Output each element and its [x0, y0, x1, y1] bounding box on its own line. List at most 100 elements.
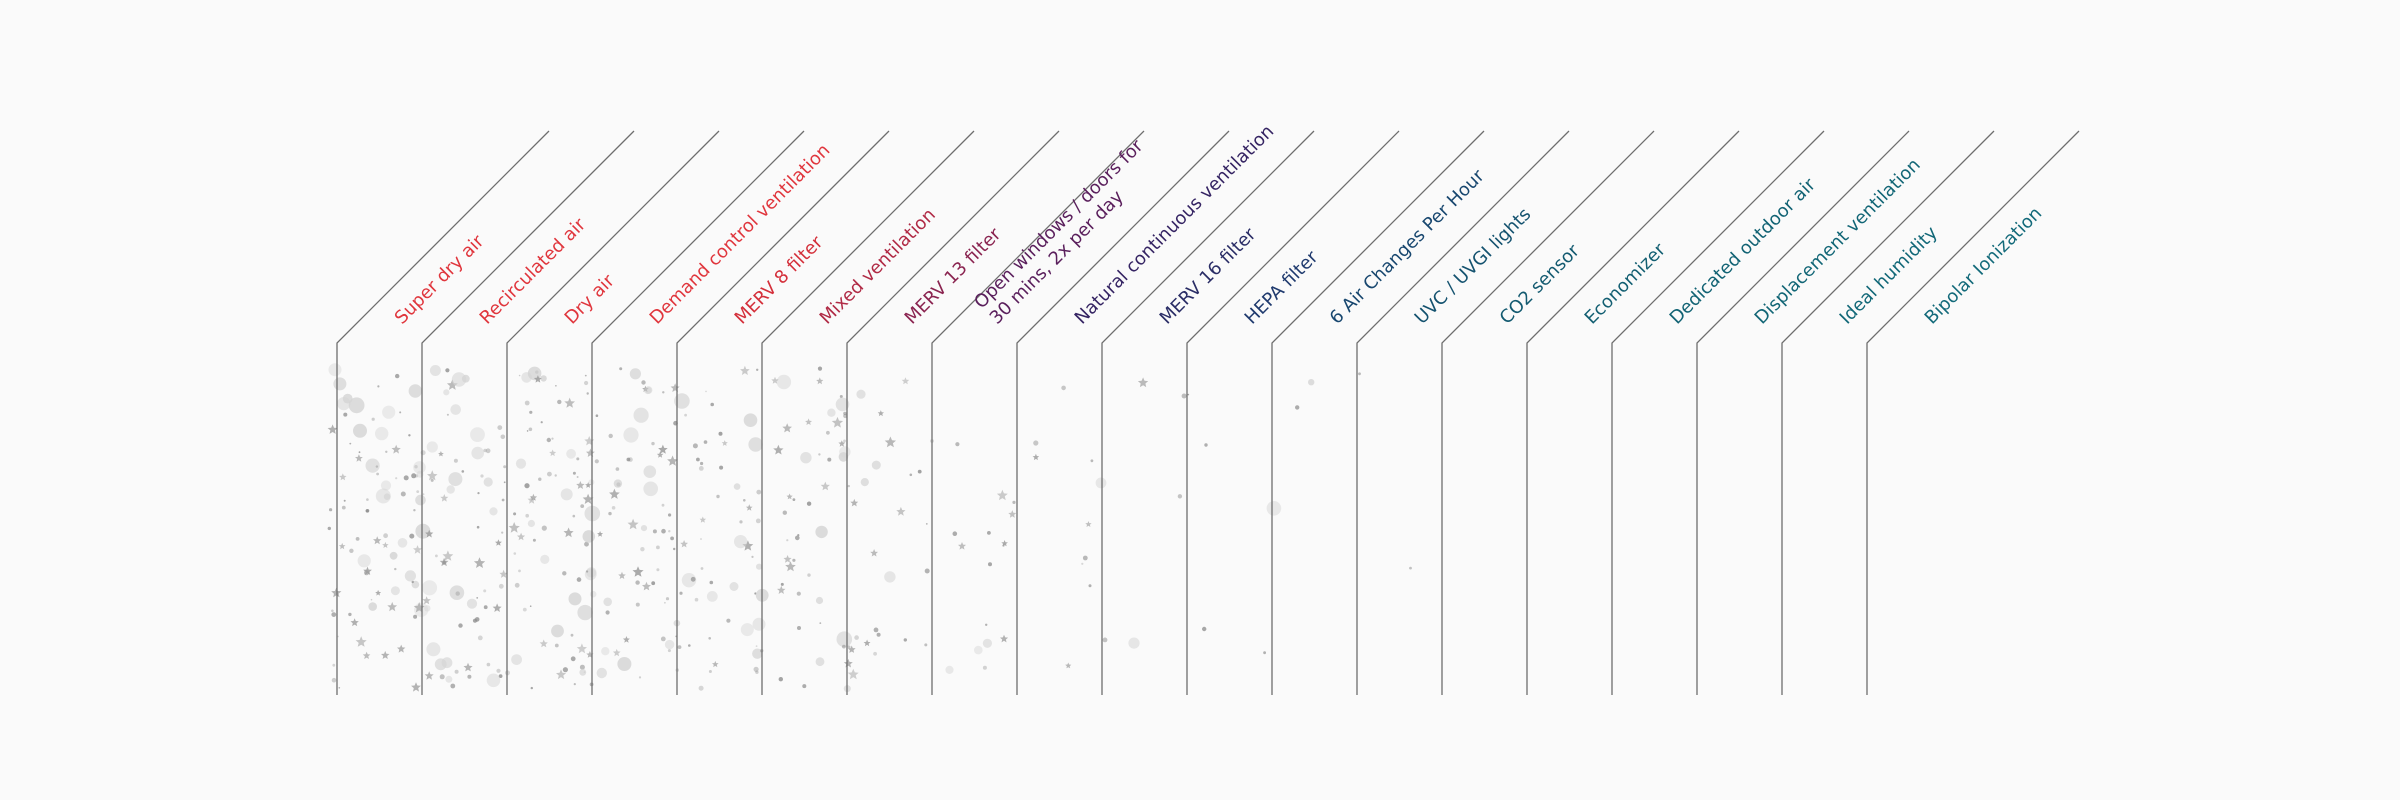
particle: [708, 637, 711, 640]
particle: [338, 687, 341, 689]
particle: [408, 434, 411, 437]
particle: [450, 683, 456, 689]
particle: [395, 477, 398, 480]
particle: [896, 506, 906, 516]
particle: [408, 384, 422, 398]
particle: [876, 632, 881, 637]
particle: [409, 533, 415, 539]
particle: [540, 554, 550, 565]
particle: [455, 591, 460, 596]
particle: [656, 568, 660, 572]
label-open-windows-doors-for-30-mins-2x-per-day: Open windows / doors for30 mins, 2x per …: [970, 135, 1163, 328]
particle: [611, 506, 616, 510]
particle: [716, 494, 720, 499]
particle: [633, 407, 649, 423]
particle: [820, 481, 830, 491]
particle: [792, 558, 796, 562]
particle: [718, 431, 723, 436]
particle: [1295, 405, 1300, 410]
particle: [815, 525, 828, 539]
particle: [955, 442, 960, 447]
particle: [430, 478, 434, 482]
particle: [952, 531, 958, 536]
particle: [617, 657, 632, 671]
particle: [503, 465, 507, 469]
particle: [562, 667, 569, 673]
particle: [586, 392, 589, 395]
particle: [554, 474, 557, 477]
particle: [539, 639, 548, 648]
particle: [376, 472, 379, 476]
particle: [773, 444, 784, 455]
particle: [572, 471, 576, 475]
particle: [579, 668, 587, 676]
particle: [382, 541, 389, 548]
particle: [546, 437, 551, 443]
particle: [619, 367, 623, 371]
particle: [331, 612, 337, 617]
particle: [391, 444, 401, 454]
particle: [1012, 500, 1016, 504]
particle: [355, 636, 367, 647]
particle: [1128, 637, 1140, 649]
particle: [635, 602, 640, 607]
particle: [815, 596, 824, 605]
particle: [501, 531, 504, 534]
particle: [719, 465, 724, 470]
particle: [656, 545, 660, 550]
particle: [651, 441, 655, 446]
particle: [532, 538, 536, 542]
particle: [612, 648, 621, 657]
particle: [471, 446, 485, 460]
particle: [576, 577, 582, 582]
particle: [756, 489, 762, 495]
particle: [739, 520, 743, 524]
particle: [782, 423, 792, 433]
column-divider-8: [931, 130, 1145, 695]
particle: [806, 501, 812, 506]
particle: [982, 665, 987, 670]
particle: [1032, 453, 1040, 461]
particle: [1090, 459, 1094, 463]
particle: [778, 677, 783, 682]
label-demand-control-ventilation: Demand control ventilation: [646, 140, 835, 329]
particle: [843, 439, 846, 443]
particle: [355, 454, 363, 462]
particle: [377, 385, 380, 388]
particle: [517, 532, 526, 541]
particle: [513, 512, 517, 516]
particle: [658, 444, 668, 454]
particle: [463, 662, 473, 672]
particle: [597, 531, 603, 537]
particle: [451, 372, 467, 387]
particle: [925, 523, 928, 525]
particle: [483, 448, 487, 453]
particle: [709, 580, 714, 585]
particle: [743, 499, 746, 502]
particle: [974, 645, 983, 655]
particle: [445, 368, 450, 373]
particle: [1033, 440, 1039, 446]
particle: [466, 598, 478, 609]
particle: [365, 509, 370, 513]
particle: [595, 414, 599, 418]
particle: [570, 656, 576, 662]
particle: [442, 550, 454, 561]
particle: [985, 623, 988, 626]
particle: [363, 566, 372, 575]
particle: [498, 674, 503, 678]
particle: [945, 665, 954, 675]
particle: [429, 365, 441, 376]
particle: [343, 412, 348, 417]
particle: [800, 452, 812, 464]
particle: [527, 519, 536, 528]
particle: [780, 582, 784, 586]
particle: [734, 535, 748, 549]
particle: [483, 589, 487, 593]
particle: [508, 522, 520, 533]
particle: [446, 413, 449, 416]
particle: [440, 494, 449, 502]
particle: [403, 475, 409, 481]
particle: [448, 472, 463, 487]
